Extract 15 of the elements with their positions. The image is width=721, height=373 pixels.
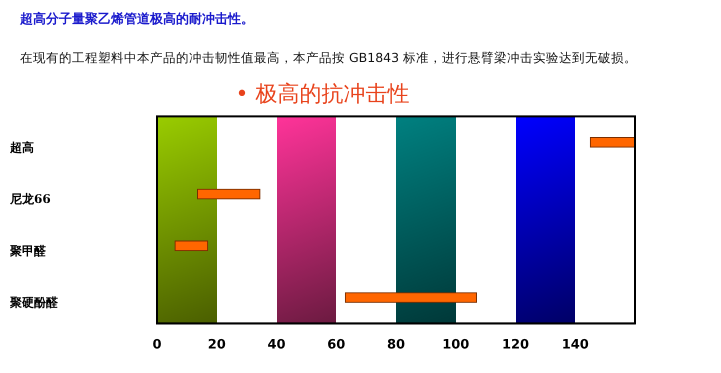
chart-title: • 极高的抗冲击性 [236, 82, 410, 107]
x-tick-label: 80 [386, 338, 406, 353]
y-tick-label: 尼龙66 [9, 192, 51, 206]
text: 在现有的工程塑料中本产品的冲击韧性值最高，本产品按 GB1843 标准，进行悬臂梁冲击实验达到无破损。 [20, 50, 638, 67]
x-tick-label: 40 [267, 338, 286, 353]
x-tick-label: 20 [208, 338, 226, 353]
text: 超高分子量聚乙烯管道极高的耐冲击性。 [20, 10, 255, 28]
x-tick-label: 120 [502, 338, 530, 353]
x-tick-label: 140 [562, 338, 589, 353]
x-tick-label: 0 [152, 338, 162, 353]
y-tick-label: 聚硬酚醛 [9, 296, 59, 310]
x-tick-label: 100 [442, 338, 470, 353]
x-tick-label: 60 [327, 338, 346, 353]
y-tick-label: 超高 [9, 140, 34, 154]
y-tick-label: 聚甲醛 [9, 244, 47, 258]
